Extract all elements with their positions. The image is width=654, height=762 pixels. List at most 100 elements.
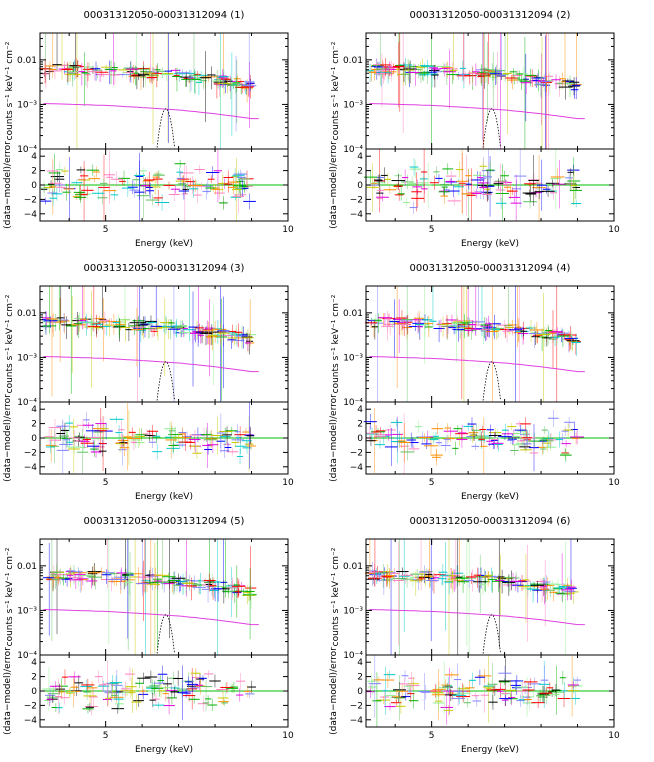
y-tick-label: 0.01 bbox=[17, 562, 37, 572]
residual-points bbox=[363, 149, 582, 221]
residual-y-tick-label: −4 bbox=[24, 716, 38, 726]
iron-line-model bbox=[482, 361, 501, 401]
x-tick-label: 5 bbox=[429, 478, 435, 488]
residual-y-tick-label: −4 bbox=[350, 716, 364, 726]
panel-1: 00031312050-00031312094 (1) 0.01 10⁻³ 10⁻⁴c… bbox=[3, 10, 294, 249]
y-tick-label: 10⁻⁴ bbox=[343, 398, 363, 408]
panel-title: 00031312050-00031312094 (5) bbox=[84, 516, 245, 527]
x-tick-label: 5 bbox=[103, 478, 109, 488]
upper-y-axis-label: counts s⁻¹ keV⁻¹ cm⁻² bbox=[5, 294, 15, 393]
x-axis-label: Energy (keV) bbox=[461, 745, 519, 755]
x-tick-label: 10 bbox=[608, 478, 620, 488]
upper-y-axis-label: counts s⁻¹ keV⁻¹ cm⁻² bbox=[5, 547, 15, 646]
lower-y-axis-label: (data−model)/error bbox=[3, 394, 13, 482]
iron-line-model bbox=[482, 108, 501, 148]
residual-y-tick-label: −4 bbox=[24, 463, 38, 473]
residual-points bbox=[363, 407, 584, 474]
residual-y-tick-label: 2 bbox=[31, 420, 37, 430]
lower-y-axis-label: (data−model)/error bbox=[329, 141, 339, 229]
panel-title: 00031312050-00031312094 (4) bbox=[410, 263, 571, 274]
y-tick-label: 10⁻³ bbox=[343, 353, 363, 363]
residual-y-tick-label: −2 bbox=[350, 195, 363, 205]
residual-points bbox=[366, 655, 583, 727]
x-tick-label: 10 bbox=[608, 225, 620, 235]
x-axis-label: Energy (keV) bbox=[461, 492, 519, 502]
residual-y-tick-label: 0 bbox=[357, 181, 363, 191]
x-axis-label: Energy (keV) bbox=[135, 745, 193, 755]
x-tick-label: 5 bbox=[103, 731, 109, 741]
upper-axes-frame bbox=[365, 538, 615, 656]
residual-y-tick-label: −2 bbox=[24, 448, 37, 458]
panel-2: 00031312050-00031312094 (2) 0.01 10⁻³ 10⁻⁴c… bbox=[329, 10, 620, 249]
spectrum-data-points bbox=[364, 286, 582, 402]
residual-y-tick-label: 4 bbox=[357, 152, 363, 162]
spectrum-data-points bbox=[42, 539, 257, 655]
residual-y-tick-label: 2 bbox=[31, 167, 37, 177]
residual-points bbox=[42, 660, 256, 720]
upper-y-axis-label: counts s⁻¹ keV⁻¹ cm⁻² bbox=[331, 547, 341, 646]
y-tick-label: 0.01 bbox=[343, 56, 363, 66]
upper-axes-frame bbox=[365, 285, 615, 403]
upper-y-axis-label: counts s⁻¹ keV⁻¹ cm⁻² bbox=[331, 41, 341, 140]
panel-title: 00031312050-00031312094 (6) bbox=[410, 516, 571, 527]
residual-y-tick-label: 2 bbox=[357, 673, 363, 683]
residual-y-tick-label: 4 bbox=[31, 405, 37, 415]
continuum-model-line bbox=[43, 103, 259, 120]
lower-y-axis-label: (data−model)/error bbox=[3, 141, 13, 229]
residual-y-tick-label: 4 bbox=[357, 658, 363, 668]
x-tick-label: 10 bbox=[282, 731, 294, 741]
y-tick-label: 10⁻³ bbox=[17, 100, 37, 110]
continuum-model-line bbox=[43, 609, 259, 626]
x-tick-label: 5 bbox=[429, 225, 435, 235]
residual-y-tick-label: −2 bbox=[24, 701, 37, 711]
residual-points bbox=[44, 402, 256, 474]
y-tick-label: 10⁻⁴ bbox=[343, 651, 363, 661]
y-tick-label: 0.01 bbox=[17, 56, 37, 66]
continuum-model-line bbox=[369, 356, 585, 373]
residual-y-tick-label: 0 bbox=[31, 181, 37, 191]
y-tick-label: 0.01 bbox=[343, 562, 363, 572]
iron-line-model bbox=[156, 108, 175, 148]
residual-y-tick-label: 2 bbox=[357, 420, 363, 430]
spectrum-data-points bbox=[39, 286, 257, 402]
continuum-model-line bbox=[369, 609, 585, 626]
continuum-model-line bbox=[43, 356, 259, 373]
y-tick-label: 10⁻⁴ bbox=[17, 145, 37, 155]
upper-y-axis-label: counts s⁻¹ keV⁻¹ cm⁻² bbox=[331, 294, 341, 393]
upper-y-axis-label: counts s⁻¹ keV⁻¹ cm⁻² bbox=[5, 41, 15, 140]
residual-y-tick-label: 0 bbox=[357, 687, 363, 697]
panel-4: 00031312050-00031312094 (4) 0.01 10⁻³ 10⁻⁴c… bbox=[329, 263, 620, 502]
y-tick-label: 10⁻³ bbox=[17, 353, 37, 363]
x-tick-label: 5 bbox=[429, 731, 435, 741]
spectrum-data-points bbox=[366, 33, 582, 149]
iron-line-model bbox=[156, 361, 175, 401]
residual-y-tick-label: −4 bbox=[24, 210, 38, 220]
residual-y-tick-label: 4 bbox=[357, 405, 363, 415]
panel-title: 00031312050-00031312094 (2) bbox=[410, 10, 571, 21]
y-tick-label: 10⁻³ bbox=[343, 606, 363, 616]
y-tick-label: 0.01 bbox=[17, 309, 37, 319]
x-axis-label: Energy (keV) bbox=[461, 239, 519, 249]
x-tick-label: 10 bbox=[608, 731, 620, 741]
residual-y-tick-label: −2 bbox=[24, 195, 37, 205]
y-tick-label: 10⁻⁴ bbox=[17, 651, 37, 661]
residual-y-tick-label: −4 bbox=[350, 463, 364, 473]
residual-y-tick-label: −4 bbox=[350, 210, 364, 220]
panel-3: 00031312050-00031312094 (3) 0.01 10⁻³ 10⁻⁴c… bbox=[3, 263, 294, 502]
y-tick-label: 0.01 bbox=[343, 309, 363, 319]
y-tick-label: 10⁻⁴ bbox=[17, 398, 37, 408]
residual-y-tick-label: −2 bbox=[350, 448, 363, 458]
lower-y-axis-label: (data−model)/error bbox=[329, 394, 339, 482]
residual-points bbox=[39, 149, 256, 221]
lower-y-axis-label: (data−model)/error bbox=[3, 647, 13, 735]
iron-line-model bbox=[482, 614, 501, 654]
panel-5: 00031312050-00031312094 (5) 0.01 10⁻³ 10⁻⁴c… bbox=[3, 516, 294, 755]
residual-y-tick-label: 0 bbox=[31, 687, 37, 697]
y-tick-label: 10⁻³ bbox=[343, 100, 363, 110]
residual-y-tick-label: −2 bbox=[350, 701, 363, 711]
panel-title: 00031312050-00031312094 (1) bbox=[84, 10, 245, 21]
residual-y-tick-label: 0 bbox=[31, 434, 37, 444]
spectrum-data-points bbox=[364, 539, 579, 655]
